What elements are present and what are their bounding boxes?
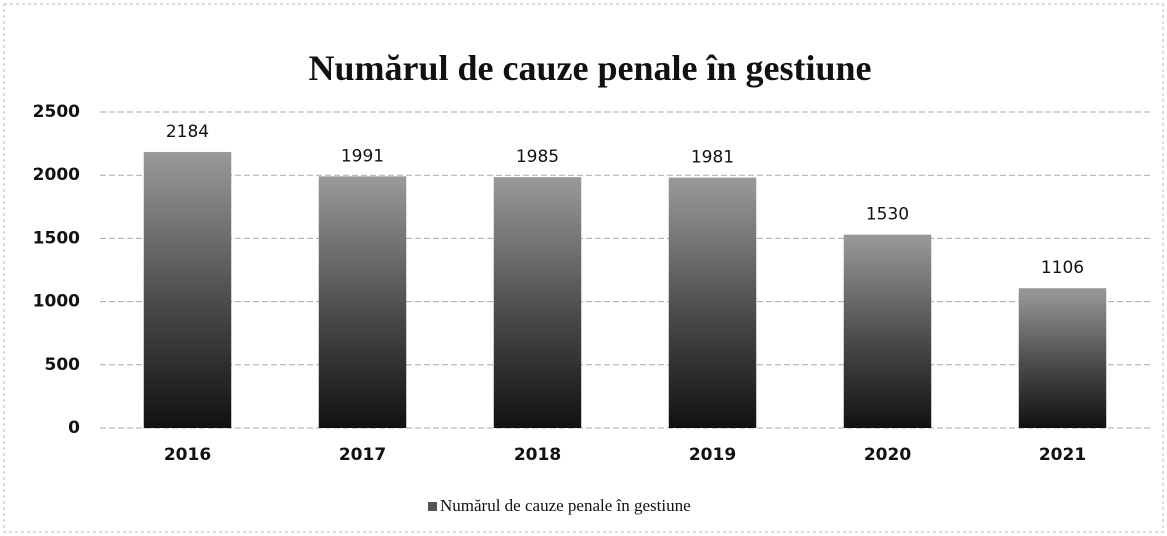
value-label: 2184 — [166, 122, 209, 142]
y-tick-label: 2500 — [33, 102, 80, 122]
value-label: 1985 — [516, 147, 559, 167]
chart-title: Numărul de cauze penale în gestiune — [309, 48, 872, 88]
x-tick-label: 2016 — [164, 445, 211, 465]
bar — [1018, 288, 1107, 428]
value-label: 1991 — [341, 146, 384, 166]
y-tick-label: 1000 — [33, 292, 80, 312]
x-tick-label: 2019 — [689, 445, 736, 465]
bar — [493, 177, 582, 428]
x-tick-label: 2021 — [1039, 445, 1086, 465]
x-tick-label: 2018 — [514, 445, 561, 465]
y-tick-label: 2000 — [33, 165, 80, 185]
y-tick-label: 500 — [45, 355, 81, 375]
value-label: 1106 — [1041, 258, 1084, 278]
bar — [843, 234, 932, 428]
legend-swatch — [428, 502, 437, 511]
value-label: 1981 — [691, 148, 734, 168]
legend-label: Numărul de cauze penale în gestiune — [440, 496, 691, 515]
bar — [318, 176, 407, 428]
x-tick-label: 2020 — [864, 445, 911, 465]
y-tick-label: 0 — [68, 418, 80, 438]
bar — [143, 151, 232, 429]
bar — [668, 177, 757, 428]
x-tick-label: 2017 — [339, 445, 386, 465]
chart-border — [3, 3, 1164, 533]
value-label: 1530 — [866, 205, 909, 225]
y-tick-label: 1500 — [33, 228, 80, 248]
